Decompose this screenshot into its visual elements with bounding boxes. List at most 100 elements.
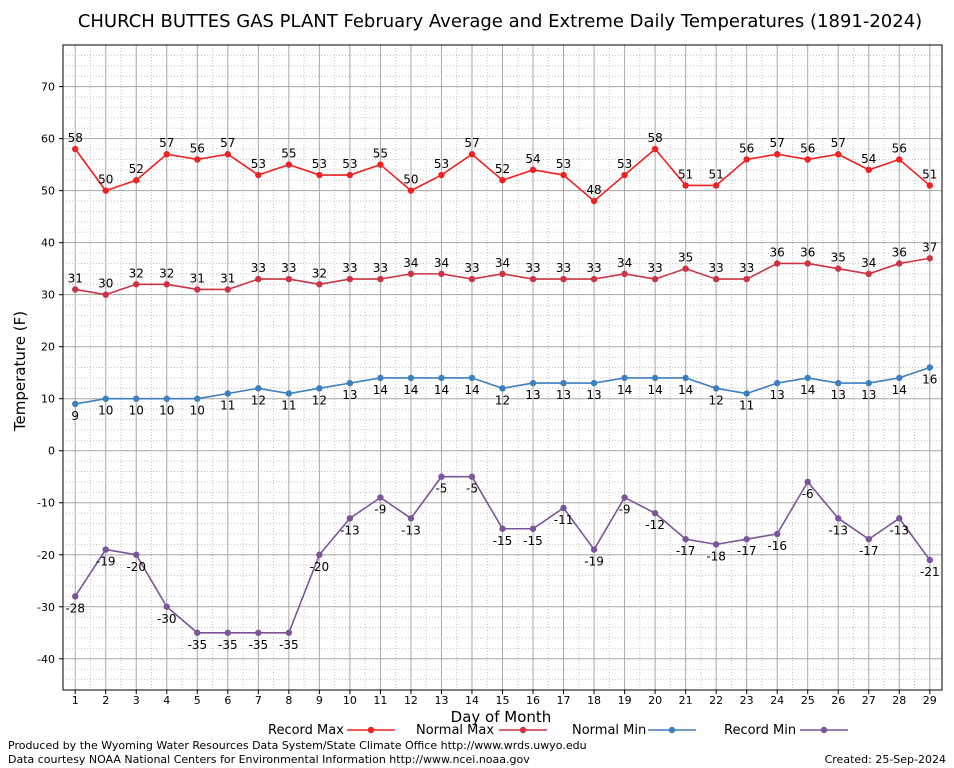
data-label: 12	[312, 393, 327, 407]
data-point	[529, 166, 537, 174]
data-point	[407, 270, 415, 278]
legend-label: Normal Max	[416, 723, 494, 738]
data-label: -20	[126, 560, 146, 574]
data-point	[804, 374, 811, 382]
legend-marker	[519, 726, 527, 734]
data-point	[407, 187, 415, 194]
data-point	[407, 515, 415, 522]
data-label: 33	[556, 261, 571, 275]
data-point	[926, 255, 933, 262]
y-tick-label: -10	[37, 497, 55, 510]
data-point	[804, 260, 811, 267]
y-tick-label: 60	[41, 133, 55, 146]
data-label: -13	[889, 523, 909, 537]
data-label: -19	[96, 555, 116, 569]
data-point	[865, 379, 872, 387]
x-tick-label: 25	[801, 694, 815, 707]
data-label: -15	[523, 534, 543, 548]
data-label: 35	[678, 251, 693, 265]
legend-marker	[668, 726, 676, 734]
x-tick-label: 15	[496, 694, 510, 707]
x-tick-label: 10	[343, 694, 357, 707]
data-point	[560, 171, 567, 179]
chart-title: CHURCH BUTTES GAS PLANT February Average…	[78, 11, 922, 32]
y-tick-label: -20	[37, 549, 55, 562]
credit-line-1: Produced by the Wyoming Water Resources …	[8, 739, 587, 752]
data-point	[194, 286, 201, 293]
data-point	[712, 275, 720, 283]
data-point	[194, 156, 201, 163]
data-label: -18	[706, 549, 726, 563]
data-label: 55	[281, 147, 296, 161]
data-label: 13	[556, 388, 571, 402]
x-tick-label: 22	[709, 694, 723, 707]
legend-label: Normal Min	[572, 723, 646, 738]
data-label: -5	[466, 482, 478, 496]
data-point	[560, 275, 567, 283]
x-tick-label: 3	[133, 694, 140, 707]
data-label: 56	[739, 141, 754, 155]
data-point	[865, 166, 872, 174]
data-label: 52	[129, 162, 144, 176]
data-point	[560, 504, 567, 512]
x-tick-label: 8	[285, 694, 292, 707]
data-label: 53	[617, 157, 632, 171]
x-tick-label: 24	[770, 694, 784, 707]
x-tick-label: 26	[831, 694, 845, 707]
data-point	[682, 374, 689, 382]
data-point	[285, 275, 293, 283]
data-point	[316, 171, 323, 179]
data-point	[804, 156, 811, 163]
y-tick-label: 30	[41, 289, 55, 302]
data-point	[682, 265, 689, 272]
data-label: 14	[464, 383, 479, 397]
data-point	[682, 535, 689, 543]
data-label: 56	[892, 141, 907, 155]
data-label: 11	[739, 399, 754, 413]
data-point	[529, 525, 537, 532]
data-label: 12	[495, 393, 510, 407]
x-tick-label: 13	[434, 694, 448, 707]
data-label: 31	[68, 271, 83, 285]
data-point	[651, 145, 659, 153]
data-point	[529, 379, 537, 387]
data-point	[865, 535, 872, 543]
data-point	[194, 395, 201, 402]
data-label: 14	[800, 383, 815, 397]
data-label: 32	[312, 266, 327, 280]
data-label: -15	[493, 534, 513, 548]
data-point	[896, 156, 903, 163]
data-point	[407, 374, 415, 382]
data-point	[560, 379, 567, 387]
data-label: 56	[800, 141, 815, 155]
y-tick-label: 20	[41, 341, 55, 354]
data-label: 57	[770, 136, 785, 150]
data-label: 14	[647, 383, 662, 397]
data-point	[743, 535, 750, 543]
data-label: -16	[767, 539, 787, 553]
data-point	[773, 530, 781, 538]
data-label: -13	[401, 523, 421, 537]
data-point	[316, 551, 323, 558]
data-point	[926, 556, 933, 564]
data-label: 13	[342, 388, 357, 402]
x-tick-label: 7	[255, 694, 262, 707]
data-point	[346, 379, 354, 387]
data-point	[835, 265, 842, 272]
data-label: 34	[861, 256, 876, 270]
data-label: 33	[373, 261, 388, 275]
data-point	[712, 541, 720, 548]
data-label: 14	[678, 383, 693, 397]
x-axis-title: Day of Month	[451, 708, 552, 726]
data-point	[316, 385, 323, 392]
data-point	[743, 275, 750, 283]
data-point	[133, 281, 140, 288]
data-point	[194, 629, 201, 636]
data-point	[255, 629, 262, 636]
data-point	[468, 374, 476, 382]
data-label: -13	[828, 523, 848, 537]
data-label: 53	[251, 157, 266, 171]
data-label: 31	[190, 271, 205, 285]
